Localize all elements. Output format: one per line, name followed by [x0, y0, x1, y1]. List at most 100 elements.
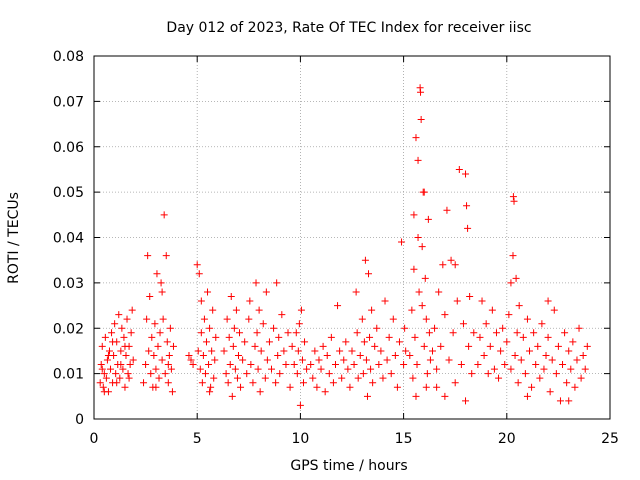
data-point	[356, 351, 364, 359]
data-point	[365, 270, 373, 278]
data-point	[342, 338, 350, 346]
data-point	[224, 379, 232, 387]
data-point	[319, 342, 327, 350]
data-point	[100, 370, 108, 378]
data-point	[350, 361, 358, 369]
data-point	[433, 365, 441, 373]
data-point	[413, 361, 421, 369]
data-point	[517, 356, 525, 364]
y-tick-label: 0.08	[53, 49, 84, 65]
data-point	[400, 361, 408, 369]
data-point	[455, 165, 463, 173]
data-point	[121, 383, 129, 391]
data-point	[201, 370, 209, 378]
data-point	[294, 347, 302, 355]
data-point	[140, 379, 148, 387]
data-point	[276, 370, 284, 378]
data-point	[115, 311, 123, 319]
data-point	[199, 351, 207, 359]
data-point	[417, 88, 425, 96]
data-point	[113, 379, 121, 387]
data-point	[128, 306, 136, 314]
data-point	[261, 374, 269, 382]
data-point	[361, 256, 369, 264]
data-point	[521, 370, 529, 378]
data-point	[495, 374, 503, 382]
data-point	[155, 374, 163, 382]
data-point	[317, 365, 325, 373]
data-point	[466, 292, 474, 300]
data-point	[505, 311, 513, 319]
data-point	[532, 361, 540, 369]
data-point	[286, 383, 294, 391]
data-point	[353, 329, 361, 337]
data-point	[151, 320, 159, 328]
data-point	[105, 347, 113, 355]
data-point	[122, 351, 130, 359]
data-point	[156, 329, 164, 337]
data-point	[119, 365, 127, 373]
data-point	[462, 170, 470, 178]
data-point	[234, 351, 242, 359]
data-point	[567, 365, 575, 373]
data-point	[391, 351, 399, 359]
data-point	[301, 338, 309, 346]
data-point	[154, 342, 162, 350]
y-axis-label: ROTI / TECUs	[6, 192, 22, 284]
data-point	[99, 383, 107, 391]
data-point	[112, 370, 120, 378]
data-point	[581, 365, 589, 373]
data-point	[437, 342, 445, 350]
data-point	[373, 324, 381, 332]
data-point	[104, 351, 112, 359]
data-point	[435, 288, 443, 296]
data-point	[265, 338, 273, 346]
data-point	[290, 361, 298, 369]
data-point	[344, 365, 352, 373]
data-point	[288, 342, 296, 350]
data-point	[163, 338, 171, 346]
data-point	[148, 333, 156, 341]
data-point	[463, 202, 471, 210]
data-point	[552, 370, 560, 378]
data-point	[275, 333, 283, 341]
data-point	[528, 383, 536, 391]
data-point	[117, 347, 125, 355]
data-point	[96, 379, 104, 387]
data-point	[331, 361, 339, 369]
data-point	[575, 324, 583, 332]
data-point	[228, 392, 236, 400]
data-point	[492, 329, 500, 337]
data-point	[197, 297, 205, 305]
x-tick-label: 20	[498, 431, 516, 447]
data-point	[362, 356, 370, 364]
data-point	[274, 351, 282, 359]
data-point	[420, 342, 428, 350]
data-point	[424, 215, 432, 223]
x-tick-label: 25	[601, 431, 619, 447]
data-point	[476, 333, 484, 341]
data-point	[420, 188, 428, 196]
data-point	[298, 356, 306, 364]
data-point	[196, 365, 204, 373]
data-point	[451, 261, 459, 269]
data-point	[296, 401, 304, 409]
data-point	[146, 292, 154, 300]
data-point	[410, 265, 418, 273]
data-point	[511, 351, 519, 359]
data-point	[123, 315, 131, 323]
y-tick-label: 0.01	[53, 367, 84, 383]
data-point	[453, 297, 461, 305]
data-point	[348, 347, 356, 355]
data-point	[509, 252, 517, 260]
data-point	[470, 329, 478, 337]
data-point	[367, 365, 375, 373]
data-point	[101, 333, 109, 341]
data-point	[507, 365, 515, 373]
data-point	[98, 365, 106, 373]
data-point	[334, 302, 342, 310]
data-point	[194, 347, 202, 355]
data-point	[299, 379, 307, 387]
data-point	[497, 347, 505, 355]
y-tick-label: 0.04	[53, 231, 84, 247]
